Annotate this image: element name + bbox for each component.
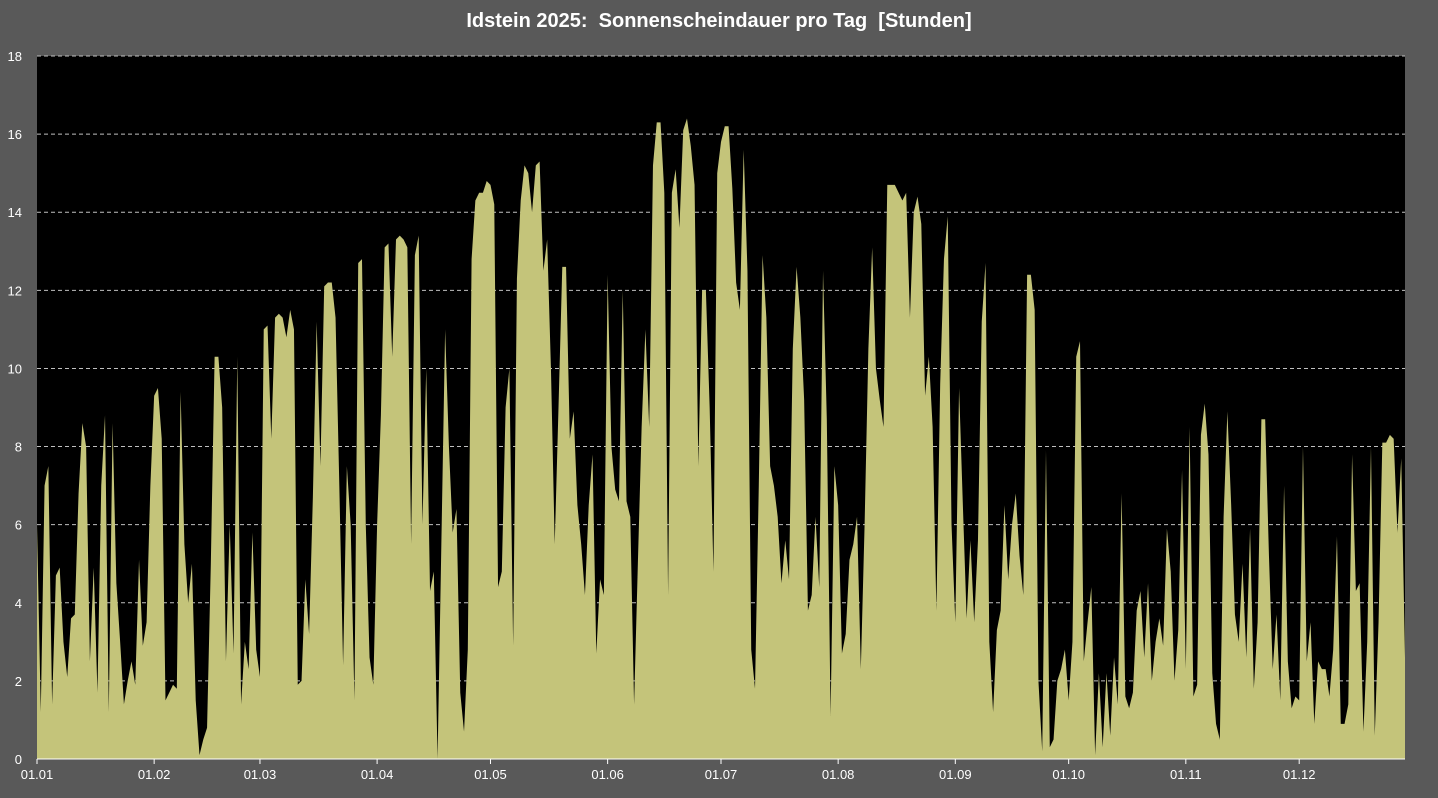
y-tick-label: 6 — [15, 518, 22, 533]
x-tick-label: 01.02 — [138, 767, 171, 782]
y-tick-label: 18 — [8, 49, 22, 64]
x-tick-label: 01.10 — [1052, 767, 1085, 782]
y-tick-label: 14 — [8, 205, 22, 220]
y-tick-label: 2 — [15, 674, 22, 689]
x-tick-label: 01.05 — [474, 767, 507, 782]
x-tick-label: 01.09 — [939, 767, 972, 782]
x-tick-label: 01.12 — [1283, 767, 1316, 782]
x-tick-label: 01.03 — [244, 767, 277, 782]
chart-title: Idstein 2025: Sonnenscheindauer pro Tag … — [466, 10, 972, 32]
y-tick-label: 12 — [8, 283, 22, 298]
sunshine-area-series — [37, 118, 1405, 760]
y-tick-label: 4 — [15, 596, 22, 611]
y-axis-tick-labels: 0 2 4 6 8 10 12 14 16 18 — [8, 49, 22, 767]
y-tick-label: 0 — [15, 752, 22, 767]
y-tick-label: 10 — [8, 361, 22, 376]
x-axis-tick-labels: 01.01 01.02 01.03 01.04 01.05 01.06 01.07 01.08… — [21, 759, 1316, 782]
x-tick-label: 01.01 — [21, 767, 54, 782]
x-tick-label: 01.07 — [705, 767, 738, 782]
x-tick-label: 01.11 — [1170, 767, 1202, 782]
x-tick-label: 01.04 — [361, 767, 394, 782]
y-tick-label: 8 — [15, 440, 22, 455]
x-tick-label: 01.06 — [591, 767, 624, 782]
y-tick-label: 16 — [8, 127, 22, 142]
x-tick-label: 01.08 — [822, 767, 855, 782]
